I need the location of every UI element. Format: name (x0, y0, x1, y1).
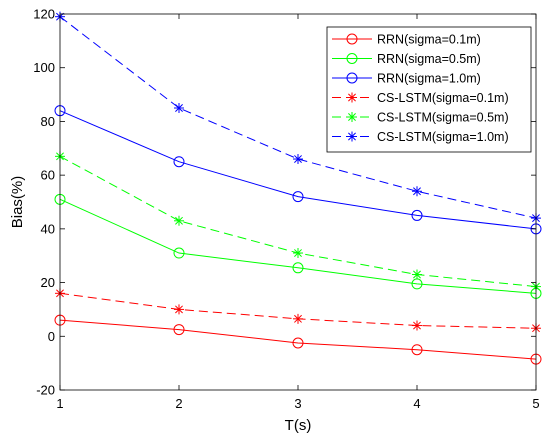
data-point (292, 191, 304, 203)
y-tick-label: 80 (41, 114, 55, 129)
legend-entry: RRN(sigma=1.0m) (332, 72, 481, 86)
x-tick-label: 3 (294, 396, 301, 411)
legend-entry: RRN(sigma=0.5m) (332, 52, 481, 66)
legend-box (326, 26, 532, 153)
legend-marker (346, 33, 358, 45)
data-point (173, 156, 185, 168)
data-point (292, 262, 304, 274)
data-point (411, 209, 423, 221)
series-line (59, 319, 537, 360)
legend-entry: CS-LSTM(sigma=1.0m) (332, 130, 509, 144)
series-line (59, 110, 537, 230)
legend-entry: CS-LSTM(sigma=0.5m) (332, 111, 509, 125)
y-tick-label: -20 (36, 383, 55, 398)
data-point (174, 103, 184, 113)
data-point (412, 269, 422, 280)
y-tick-label: 20 (41, 275, 55, 290)
y-tick-label: 60 (41, 168, 55, 183)
legend-label: CS-LSTM(sigma=1.0m) (377, 130, 509, 144)
legend-marker (346, 53, 358, 64)
x-tick-label: 4 (413, 396, 420, 411)
y-axis-title: Bias(%) (9, 176, 26, 229)
legend-label: RRN(sigma=0.1m) (377, 33, 481, 47)
data-point (174, 215, 184, 226)
x-tick-label: 2 (175, 396, 182, 411)
series-line (59, 198, 537, 294)
data-point (293, 248, 303, 259)
series-line (59, 16, 537, 219)
data-point (412, 320, 422, 331)
legend-label: CS-LSTM(sigma=0.1m) (377, 91, 509, 105)
y-tick-label: 120 (33, 7, 55, 22)
legend-label: CS-LSTM(sigma=0.5m) (377, 111, 509, 125)
y-tick-label: 0 (48, 329, 55, 344)
legend-marker (347, 112, 357, 122)
legend-entry: CS-LSTM(sigma=0.1m) (332, 91, 509, 105)
x-axis-title: T(s) (285, 417, 312, 434)
data-point (412, 186, 422, 197)
data-point (292, 337, 304, 349)
data-point (293, 154, 303, 165)
data-point (293, 313, 303, 324)
legend-marker (347, 131, 357, 142)
data-point (411, 344, 423, 356)
legend-label: RRN(sigma=0.5m) (377, 52, 481, 66)
axes-layer: 1 2 3 4 5 -20 0 20 40 60 80 100 120 (33, 7, 539, 412)
data-point (173, 247, 185, 259)
data-point (173, 324, 185, 336)
data-point (174, 304, 184, 315)
legend-marker (346, 72, 358, 84)
legend-label: RRN(sigma=1.0m) (377, 72, 481, 86)
y-tick-label: 100 (33, 60, 55, 75)
legend-entry: RRN(sigma=0.1m) (332, 33, 481, 47)
y-tick-label: 40 (41, 221, 55, 236)
legend-marker (347, 92, 357, 103)
x-tick-label: 5 (532, 396, 539, 411)
legend: RRN(sigma=0.1m) RRN(sigma=0.5m) RRN(sigma=… (326, 26, 532, 153)
x-tick-label: 1 (56, 396, 63, 411)
